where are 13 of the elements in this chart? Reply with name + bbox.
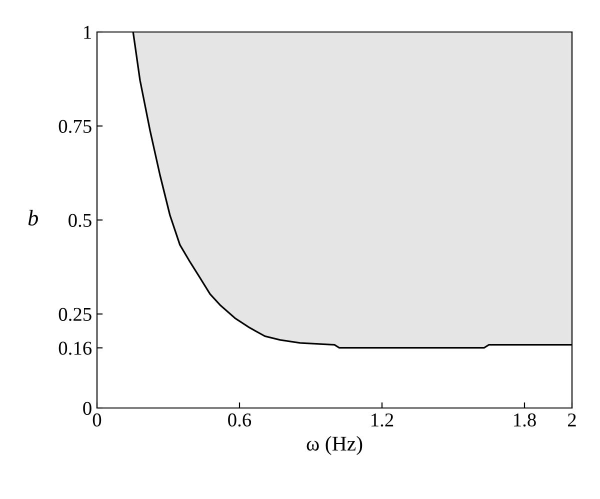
y-axis-title: b [28,210,38,226]
y-tick-label: 0.16 [58,342,92,355]
y-tick-label: 0.5 [68,214,92,228]
x-axis-title: ω (Hz) [306,436,362,455]
x-tick-label: 0 [92,413,102,427]
x-tick-label: 1.8 [514,413,536,427]
y-tick-label: 0.25 [58,308,92,322]
x-tick-label: 1.2 [372,413,394,427]
x-tick-label: 0.6 [228,413,252,427]
y-tick-label: 0.75 [58,120,92,134]
y-tick-label: 1 [84,26,91,39]
x-tick-label: 2 [568,413,576,426]
y-tick-label: 0 [83,402,92,415]
